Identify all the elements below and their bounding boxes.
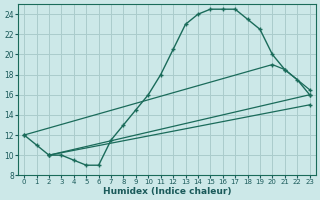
X-axis label: Humidex (Indice chaleur): Humidex (Indice chaleur) bbox=[103, 187, 231, 196]
